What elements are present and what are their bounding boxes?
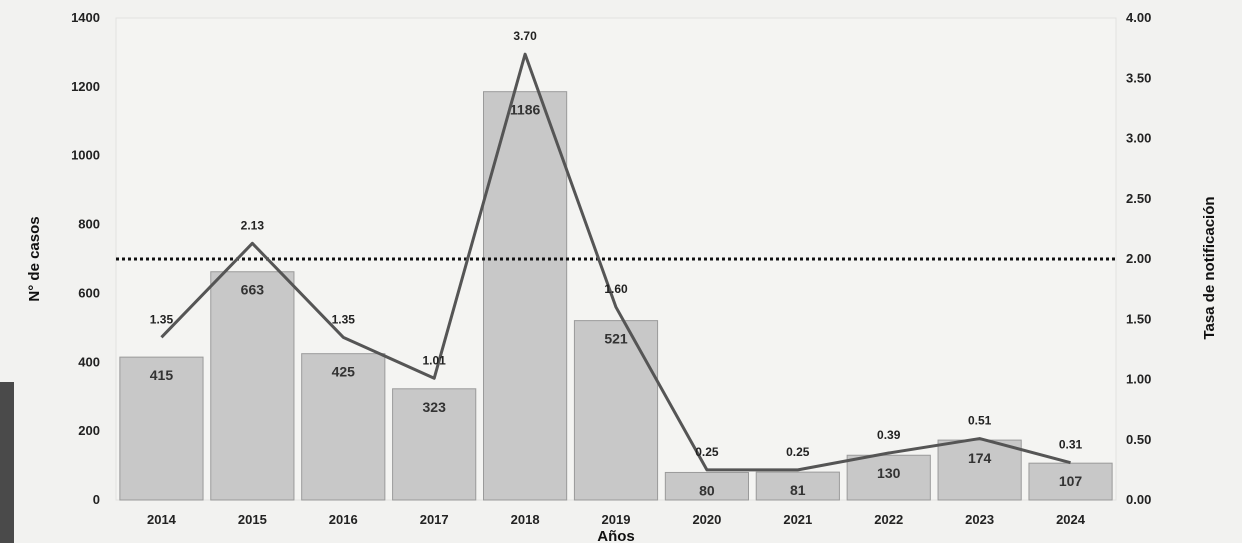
y-right-tick-label: 2.00 xyxy=(1126,251,1151,266)
bar-value-label: 107 xyxy=(1059,473,1083,489)
y-tick-label: 600 xyxy=(78,285,100,300)
bar xyxy=(301,353,386,501)
bar xyxy=(937,439,1022,501)
bar xyxy=(664,471,749,501)
bar-value-label: 80 xyxy=(699,482,715,498)
x-tick-label: 2015 xyxy=(238,512,267,527)
x-tick-label: 2017 xyxy=(420,512,449,527)
rate-line xyxy=(160,52,1071,472)
y-right-tick-label: 1.50 xyxy=(1126,311,1151,326)
x-tick-label: 2016 xyxy=(329,512,358,527)
y-right-tick-label: 3.00 xyxy=(1126,131,1151,146)
y-right-tick-label: 3.50 xyxy=(1126,70,1151,85)
x-tick-label: 2024 xyxy=(1056,512,1086,527)
x-tick-label: 2021 xyxy=(783,512,812,527)
bar xyxy=(483,91,568,501)
y-axis-right-title: Tasa de notificación xyxy=(1201,196,1218,339)
bar xyxy=(392,388,477,501)
rate-value-label: 0.31 xyxy=(1059,438,1083,452)
y-tick-label: 800 xyxy=(78,217,100,232)
y-right-tick-label: 0.50 xyxy=(1126,432,1151,447)
x-tick-label: 2023 xyxy=(965,512,994,527)
y-tick-label: 400 xyxy=(78,354,100,369)
bar-value-label: 174 xyxy=(968,450,992,466)
bar-value-label: 521 xyxy=(604,331,628,347)
y-right-tick-label: 4.00 xyxy=(1126,10,1151,25)
y-tick-label: 1200 xyxy=(71,79,100,94)
rate-value-label: 0.25 xyxy=(786,445,810,459)
y-tick-label: 200 xyxy=(78,423,100,438)
x-tick-label: 2019 xyxy=(602,512,631,527)
bar xyxy=(210,271,295,501)
rate-value-label: 1.60 xyxy=(604,282,628,296)
bar-value-label: 415 xyxy=(150,367,174,383)
y-tick-label: 1400 xyxy=(71,10,100,25)
rate-value-label: 0.25 xyxy=(695,445,719,459)
bar-value-label: 130 xyxy=(877,465,901,481)
x-tick-label: 2018 xyxy=(511,512,540,527)
bar xyxy=(573,320,659,501)
bar xyxy=(1028,462,1113,501)
y-right-tick-label: 2.50 xyxy=(1126,191,1151,206)
y-right-tick-label: 1.00 xyxy=(1126,372,1151,387)
bar-value-label: 663 xyxy=(241,282,265,298)
y-tick-label: 1000 xyxy=(71,148,100,163)
rate-value-label: 0.39 xyxy=(877,428,901,442)
rate-value-label: 0.51 xyxy=(968,414,992,428)
bar-value-label: 1186 xyxy=(510,102,541,118)
bar xyxy=(846,454,931,501)
x-tick-label: 2022 xyxy=(874,512,903,527)
bar-value-label: 81 xyxy=(790,482,806,498)
y-right-tick-label: 0.00 xyxy=(1126,492,1151,507)
y-tick-label: 0 xyxy=(93,492,100,507)
y-axis-title: N° de casos xyxy=(26,216,43,301)
rate-value-label: 1.35 xyxy=(332,312,356,326)
bar xyxy=(755,471,840,501)
rate-value-label: 1.01 xyxy=(423,353,447,367)
rate-value-label: 2.13 xyxy=(241,218,265,232)
rate-value-label: 3.70 xyxy=(513,29,537,43)
bar-value-label: 323 xyxy=(423,399,447,415)
x-tick-label: 2014 xyxy=(147,512,177,527)
side-tab-decoration xyxy=(0,382,14,543)
x-axis-title: Años xyxy=(597,528,635,543)
rate-value-label: 1.35 xyxy=(150,312,174,326)
bar-value-label: 425 xyxy=(332,364,356,380)
bar xyxy=(119,356,204,501)
x-tick-label: 2020 xyxy=(692,512,721,527)
